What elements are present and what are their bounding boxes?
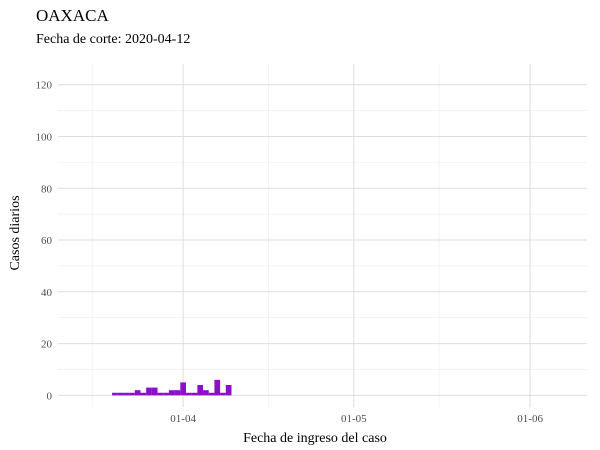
x-tick-labels: 01-04 01-05 01-06 — [170, 413, 543, 425]
y-tick-label: 40 — [41, 287, 53, 299]
x-tick-label: 01-05 — [341, 413, 367, 425]
bar — [163, 392, 169, 396]
bar — [191, 392, 198, 396]
y-tick-label: 100 — [36, 131, 53, 143]
bar — [225, 384, 232, 396]
y-tick-label: 60 — [41, 235, 53, 247]
x-tick-label: 01-06 — [517, 413, 543, 425]
x-tick-label: 01-04 — [170, 413, 196, 425]
bars — [112, 379, 232, 396]
bar — [151, 387, 158, 396]
bar — [180, 382, 186, 396]
bar — [168, 390, 175, 396]
bar — [140, 392, 147, 396]
bar — [208, 392, 215, 396]
bar — [117, 392, 124, 396]
bar — [203, 390, 209, 396]
bar — [134, 390, 141, 396]
y-tick-label: 120 — [36, 80, 53, 92]
bar — [157, 392, 164, 396]
bar — [220, 392, 226, 396]
chart-subtitle: Fecha de corte: 2020-04-12 — [36, 32, 190, 47]
bar — [197, 384, 204, 396]
bar — [123, 392, 130, 396]
y-axis-title: Casos diarios — [8, 195, 23, 270]
bar — [214, 379, 221, 396]
y-tick-labels: 0 20 40 60 80 100 120 — [36, 80, 53, 403]
grid — [58, 64, 587, 407]
bar — [174, 390, 181, 396]
bar — [129, 392, 135, 396]
bar — [146, 387, 152, 396]
chart-title: OAXACA — [36, 6, 109, 25]
bar — [112, 392, 118, 396]
x-axis-title: Fecha de ingreso del caso — [243, 431, 387, 446]
y-tick-label: 80 — [41, 183, 53, 195]
y-tick-label: 20 — [41, 339, 53, 351]
y-tick-label: 0 — [47, 390, 53, 402]
bar — [185, 392, 192, 396]
